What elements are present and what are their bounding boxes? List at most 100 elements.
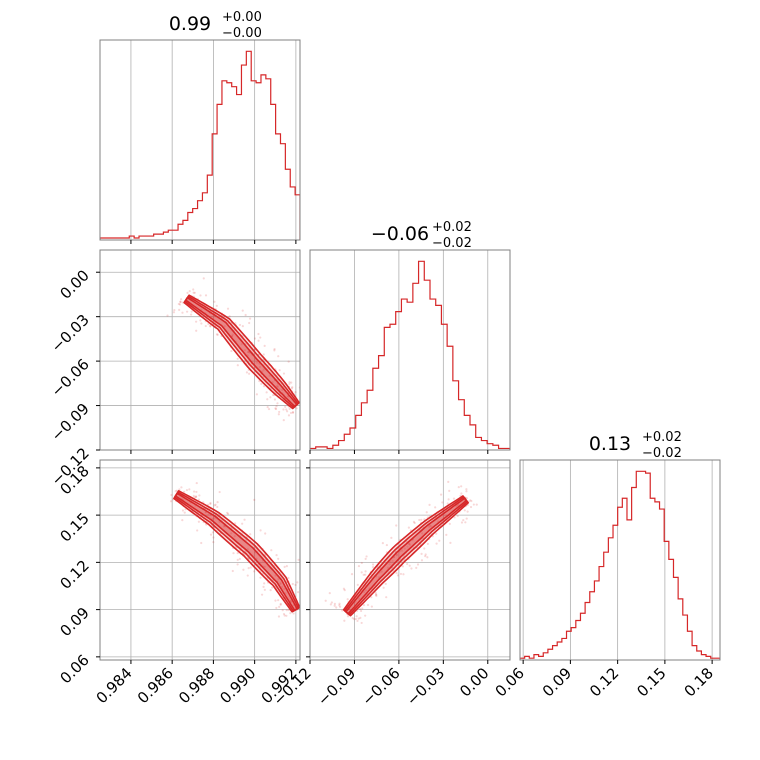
- sample-point: [209, 501, 212, 505]
- sample-point: [277, 557, 280, 560]
- sample-point: [421, 532, 424, 535]
- sample-point: [273, 348, 276, 351]
- sample-point: [358, 597, 361, 600]
- sample-point: [222, 525, 225, 528]
- sample-point: [284, 405, 287, 408]
- sample-point: [257, 332, 260, 336]
- sample-point: [302, 404, 304, 406]
- sample-point: [245, 371, 249, 374]
- sample-point: [268, 374, 271, 377]
- sample-point: [258, 365, 262, 369]
- sample-point: [300, 402, 302, 404]
- histogram-2: [520, 470, 720, 660]
- sample-point: [456, 514, 459, 518]
- sample-point: [240, 343, 243, 346]
- sample-point: [357, 617, 360, 620]
- sample-point: [278, 605, 281, 608]
- sample-point: [236, 357, 239, 360]
- sample-point: [286, 410, 289, 413]
- sample-point: [465, 497, 469, 500]
- sample-point: [364, 570, 367, 573]
- y-tick-label: −0.06: [48, 355, 93, 400]
- sample-point: [291, 582, 294, 586]
- sample-point: [329, 603, 332, 606]
- sample-point: [277, 615, 281, 618]
- sample-point: [300, 581, 302, 583]
- sample-point: [273, 349, 276, 352]
- x-tick-label: 0.12: [586, 664, 622, 700]
- sample-point: [195, 495, 198, 498]
- sample-point: [356, 619, 359, 623]
- sample-point: [259, 529, 262, 532]
- sample-point: [385, 543, 388, 547]
- sample-point: [408, 542, 411, 545]
- sample-point: [375, 593, 378, 596]
- sample-point: [257, 339, 260, 342]
- sample-point: [231, 333, 234, 336]
- sample-point: [385, 596, 388, 599]
- sample-point: [231, 334, 234, 338]
- title-minus-1: −0.02: [432, 236, 472, 251]
- sample-point: [407, 526, 410, 529]
- sample-point: [380, 570, 383, 573]
- sample-point: [429, 525, 433, 528]
- y-tick-label: 0.15: [56, 509, 92, 545]
- sample-point: [338, 605, 342, 608]
- sample-point: [236, 558, 239, 561]
- sample-point: [192, 288, 195, 291]
- sample-point: [355, 615, 358, 618]
- sample-point: [359, 609, 363, 613]
- sample-point: [263, 344, 266, 347]
- contour-middle: [184, 295, 299, 409]
- histogram-1: [310, 260, 510, 450]
- sample-point: [291, 411, 295, 414]
- sample-point: [301, 390, 303, 392]
- sample-point: [279, 581, 282, 584]
- sample-point: [269, 396, 272, 399]
- sample-point: [287, 360, 290, 363]
- sample-point: [274, 599, 277, 602]
- sample-point: [200, 322, 203, 325]
- sample-point: [448, 489, 451, 492]
- sample-point: [216, 500, 219, 504]
- sample-point: [216, 333, 219, 336]
- sample-point: [406, 562, 409, 566]
- sample-point: [179, 300, 182, 303]
- sample-point: [209, 533, 213, 536]
- sample-point: [266, 398, 269, 401]
- sample-point: [272, 394, 275, 397]
- y-tick-label: 0.09: [56, 604, 92, 640]
- sample-point: [208, 324, 212, 327]
- sample-point: [365, 555, 368, 558]
- sample-point: [264, 532, 267, 535]
- sample-point: [236, 552, 239, 555]
- sample-point: [335, 606, 338, 609]
- sample-point: [472, 503, 475, 506]
- sample-point: [291, 410, 295, 414]
- sample-point: [170, 500, 173, 503]
- sample-point: [300, 597, 302, 599]
- sample-point: [193, 291, 196, 294]
- sample-point: [289, 599, 292, 602]
- title-plus-0: +0.00: [222, 10, 262, 25]
- sample-point: [434, 506, 437, 509]
- sample-point: [359, 616, 362, 620]
- sample-point: [295, 407, 298, 410]
- sample-point: [207, 322, 210, 326]
- sample-point: [278, 369, 281, 372]
- sample-point: [282, 408, 285, 411]
- sample-point: [285, 614, 288, 617]
- sample-point: [211, 531, 214, 534]
- panel-content: [310, 250, 510, 450]
- contour-inner: [345, 497, 468, 615]
- sample-point: [362, 573, 365, 576]
- sample-point: [192, 494, 195, 497]
- sample-point: [281, 388, 284, 391]
- sample-point: [183, 511, 186, 514]
- sample-point: [195, 490, 198, 494]
- sample-point: [416, 563, 420, 566]
- sample-point: [465, 488, 468, 491]
- sample-point: [181, 311, 184, 314]
- sample-point: [196, 529, 199, 532]
- sample-point: [412, 520, 416, 523]
